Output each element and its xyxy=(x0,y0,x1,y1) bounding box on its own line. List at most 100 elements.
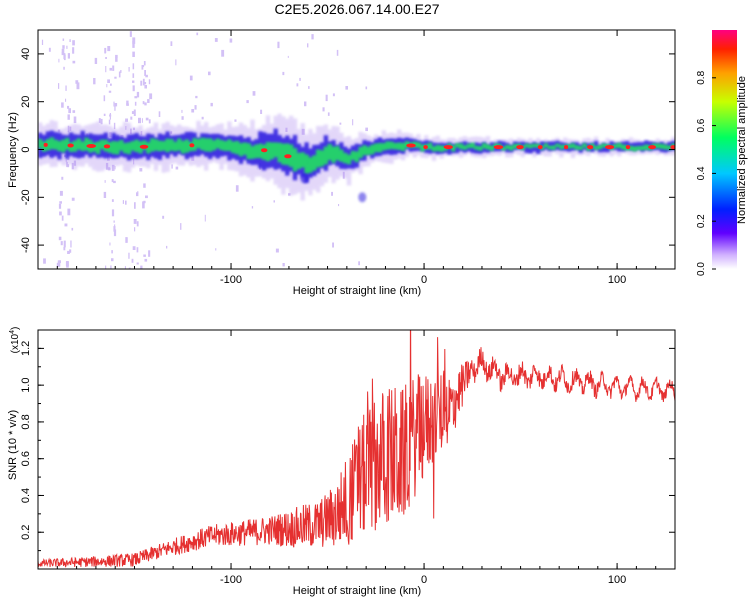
snr-series-line xyxy=(38,330,675,568)
band-mid-cell xyxy=(265,142,271,162)
band-mid-cell xyxy=(327,143,332,161)
speckle xyxy=(113,122,116,130)
colorbar-tick-label: 0.8 xyxy=(696,70,707,84)
snr-axes: -100 0 100 0.2 0.4 0.6 0.8 1.0 1.2 xyxy=(20,330,676,586)
speckle xyxy=(166,245,168,249)
band-mid-cell xyxy=(269,142,274,160)
speckle xyxy=(144,70,146,76)
speckle xyxy=(143,82,147,85)
speckle xyxy=(118,71,121,78)
band-mid-cell xyxy=(273,142,278,158)
speckle xyxy=(114,166,116,170)
band-mid-cell xyxy=(350,150,356,160)
band-mid-cell xyxy=(211,140,217,151)
speckle xyxy=(61,48,65,53)
speckle xyxy=(134,96,138,99)
band-mid-cell xyxy=(543,143,549,148)
speckle xyxy=(196,32,199,36)
snr-y-scale-base: (x10 xyxy=(10,333,21,353)
speckle xyxy=(67,208,71,216)
band-mid-cell xyxy=(281,143,286,165)
speckle xyxy=(72,40,75,46)
speckle xyxy=(137,191,139,194)
speckle xyxy=(104,180,106,183)
band-core-blob xyxy=(67,143,74,148)
band-core-blob xyxy=(261,148,268,153)
band-mid-cell xyxy=(84,137,89,151)
band-mid-cell xyxy=(304,154,309,174)
speckle xyxy=(94,57,98,64)
band-mid-cell xyxy=(663,144,668,150)
speckle xyxy=(73,116,77,124)
band-mid-cell xyxy=(524,143,529,148)
band-halo-cell xyxy=(675,139,679,153)
speckle xyxy=(61,176,64,180)
band-core-blob xyxy=(43,142,48,147)
speckle xyxy=(109,113,111,120)
band-mid-cell xyxy=(528,144,533,149)
band-mid-cell xyxy=(505,144,510,150)
band-mid-cell xyxy=(555,143,560,148)
speckle xyxy=(260,109,263,114)
x-tick-label: -100 xyxy=(220,574,242,586)
speckle xyxy=(109,67,112,71)
band-core-blob xyxy=(139,144,149,149)
band-mid-cell xyxy=(578,146,583,150)
speckle xyxy=(58,83,60,89)
band-mid-cell xyxy=(346,154,352,165)
speckle xyxy=(140,80,143,86)
speckle xyxy=(122,200,124,204)
band-mid-cell xyxy=(165,138,170,153)
band-mid-cell xyxy=(246,143,251,160)
speckle xyxy=(132,85,135,92)
band-mid-cell xyxy=(153,139,159,151)
band-mid-cell xyxy=(146,142,151,154)
speckle xyxy=(132,40,135,48)
speckle xyxy=(63,247,66,251)
band-mid-cell xyxy=(466,143,471,149)
speckle xyxy=(110,265,112,269)
speckle xyxy=(145,117,149,121)
band-core-blob xyxy=(189,143,195,148)
band-mid-cell xyxy=(296,152,302,170)
band-core-blob xyxy=(648,145,656,150)
speckle xyxy=(132,73,135,78)
speckle xyxy=(62,45,65,49)
speckle xyxy=(221,49,225,57)
band-core-blob xyxy=(670,145,675,150)
speckle xyxy=(61,51,65,56)
speckle xyxy=(111,209,115,217)
speckle xyxy=(103,191,107,198)
speckle xyxy=(322,107,325,112)
speckle xyxy=(180,223,182,230)
speckle xyxy=(144,258,148,262)
band-edge-cell xyxy=(501,141,506,151)
speckle xyxy=(130,116,133,120)
speckle xyxy=(358,261,360,266)
band-core-blob xyxy=(516,145,524,150)
speckle xyxy=(72,47,75,54)
band-mid-cell xyxy=(613,143,618,149)
band-mid-cell xyxy=(215,138,220,149)
band-mid-cell xyxy=(161,141,166,151)
speckle xyxy=(75,80,79,84)
band-edge-cell xyxy=(536,143,541,154)
colorbar: 0.0 0.2 0.4 0.6 0.8 Normalized spectral ampl… xyxy=(696,30,748,276)
speckle xyxy=(67,114,70,120)
band-mid-cell xyxy=(485,144,491,150)
y-tick-label: 0.2 xyxy=(20,525,32,540)
speckle xyxy=(58,58,60,63)
band-mid-cell xyxy=(300,152,305,168)
speckle xyxy=(72,110,76,113)
band-mid-cell xyxy=(655,143,661,149)
band-mid-cell xyxy=(227,139,232,151)
speckle xyxy=(128,67,130,72)
speckle xyxy=(67,250,70,254)
band-core-blob xyxy=(493,145,504,150)
speckle xyxy=(136,91,140,98)
band-core-blob xyxy=(103,144,111,149)
band-mid-cell xyxy=(659,143,664,149)
speckle xyxy=(107,79,110,83)
band-mid-cell xyxy=(640,145,645,151)
speckle xyxy=(327,112,330,116)
